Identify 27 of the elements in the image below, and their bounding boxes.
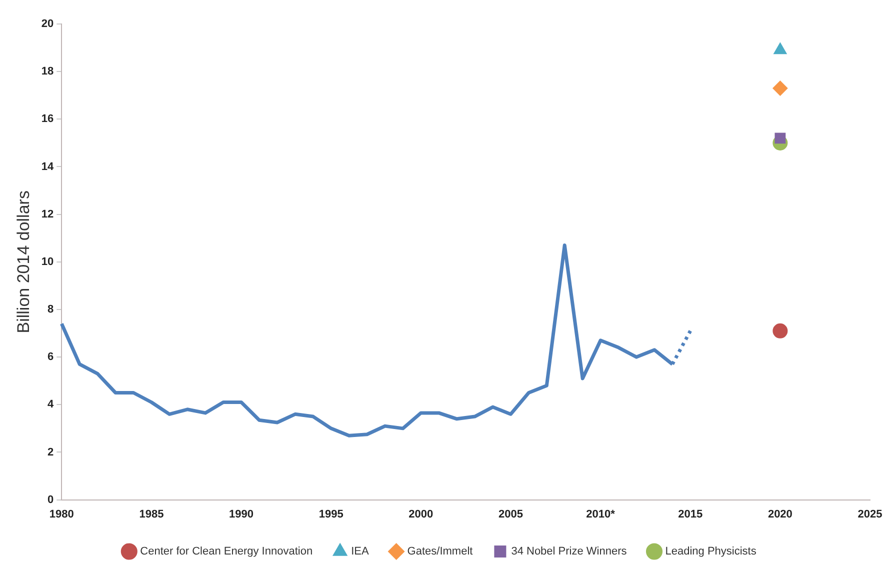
- y-tick-label: 6: [48, 351, 54, 364]
- x-tick-label: 2015: [678, 508, 703, 520]
- x-tick-label: 2005: [498, 508, 523, 520]
- y-tick-label: 14: [41, 160, 55, 173]
- x-tick-label: 2000: [408, 508, 434, 520]
- x-tick-label: 1980: [49, 508, 74, 520]
- x-tick-label: 1990: [229, 508, 254, 520]
- x-tick-label: 2020: [768, 508, 792, 520]
- y-tick-label: 10: [41, 256, 54, 268]
- legend-label: 34 Nobel Prize Winners: [511, 546, 628, 558]
- y-tick-label: 4: [48, 398, 55, 411]
- y-tick-label: 0: [48, 494, 54, 506]
- y-tick-label: 16: [41, 113, 54, 126]
- y-tick-label: 12: [41, 208, 54, 220]
- legend-label: Leading Physicists: [665, 546, 757, 558]
- y-tick-label: 20: [41, 18, 54, 30]
- legend-label: Center for Clean Energy Innovation: [140, 546, 313, 558]
- legend-label: Gates/Immelt: [407, 546, 473, 558]
- y-axis-title: Billion 2014 dollars: [14, 190, 33, 334]
- x-tick-label: 1995: [318, 508, 344, 520]
- x-tick-label: 1985: [139, 508, 164, 520]
- y-tick-label: 18: [41, 66, 54, 78]
- x-tick-label: 2010*: [586, 508, 616, 520]
- y-tick-label: 2: [48, 446, 54, 458]
- x-tick-label: 2025: [858, 508, 882, 520]
- y-tick-label: 8: [48, 304, 54, 316]
- legend-label: IEA: [351, 546, 370, 558]
